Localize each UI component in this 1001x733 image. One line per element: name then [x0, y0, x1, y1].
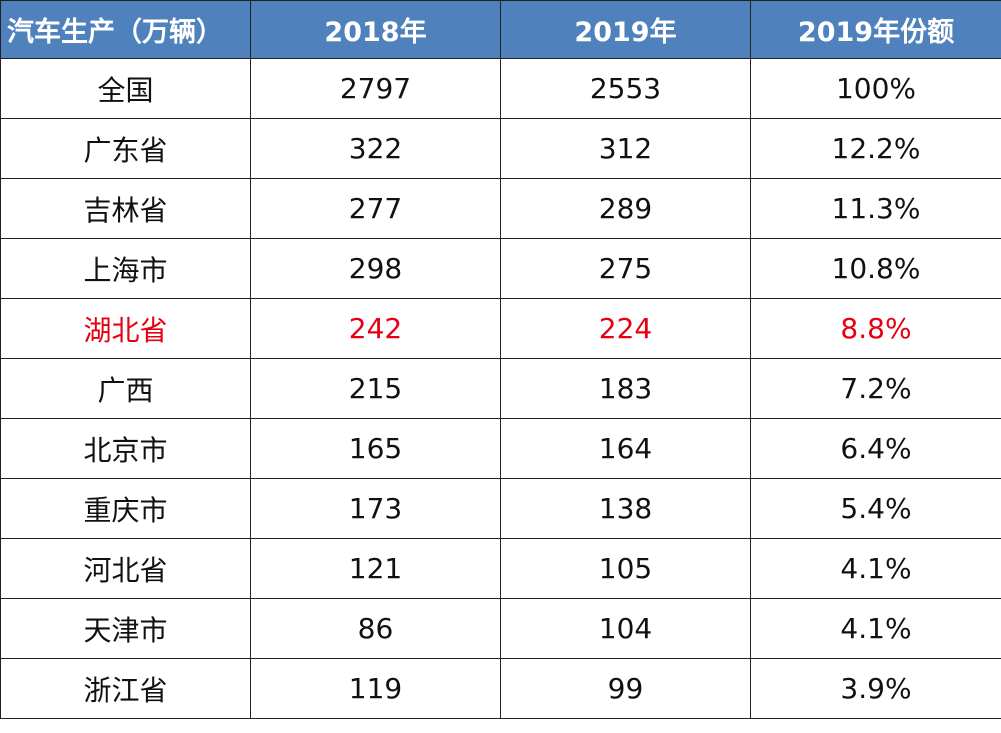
cell-2019: 183 — [500, 358, 751, 419]
cell-2018: 121 — [250, 538, 501, 599]
table-row: 天津市 86 104 4.1% — [0, 598, 1001, 659]
table-header: 汽车生产（万辆） 2018年 2019年 2019年份额 — [0, 0, 1001, 59]
cell-region: 吉林省 — [0, 178, 251, 239]
cell-share: 8.8% — [750, 298, 1001, 359]
cell-2019: 104 — [500, 598, 751, 659]
cell-share: 100% — [750, 58, 1001, 119]
cell-2019: 105 — [500, 538, 751, 599]
cell-share: 5.4% — [750, 478, 1001, 539]
table-row: 重庆市 173 138 5.4% — [0, 478, 1001, 539]
cell-share: 4.1% — [750, 538, 1001, 599]
cell-2019: 99 — [500, 658, 751, 719]
cell-2018: 86 — [250, 598, 501, 659]
cell-region: 湖北省 — [0, 298, 251, 359]
header-cell-region: 汽车生产（万辆） — [0, 0, 251, 59]
cell-region: 上海市 — [0, 238, 251, 299]
cell-2018: 277 — [250, 178, 501, 239]
table-row: 广西 215 183 7.2% — [0, 358, 1001, 419]
table-row: 广东省 322 312 12.2% — [0, 118, 1001, 179]
cell-share: 7.2% — [750, 358, 1001, 419]
cell-share: 11.3% — [750, 178, 1001, 239]
table-row: 浙江省 119 99 3.9% — [0, 658, 1001, 719]
cell-2019: 289 — [500, 178, 751, 239]
cell-2019: 138 — [500, 478, 751, 539]
cell-2019: 2553 — [500, 58, 751, 119]
cell-2018: 119 — [250, 658, 501, 719]
header-cell-2018: 2018年 — [250, 0, 501, 59]
table-row: 湖北省 242 224 8.8% — [0, 298, 1001, 359]
cell-region: 重庆市 — [0, 478, 251, 539]
header-cell-share: 2019年份额 — [750, 0, 1001, 59]
cell-share: 10.8% — [750, 238, 1001, 299]
cell-2018: 298 — [250, 238, 501, 299]
header-cell-2019: 2019年 — [500, 0, 751, 59]
cell-share: 12.2% — [750, 118, 1001, 179]
cell-region: 河北省 — [0, 538, 251, 599]
cell-2018: 165 — [250, 418, 501, 479]
cell-2018: 322 — [250, 118, 501, 179]
cell-region: 全国 — [0, 58, 251, 119]
cell-2018: 2797 — [250, 58, 501, 119]
cell-region: 广西 — [0, 358, 251, 419]
table-row: 全国 2797 2553 100% — [0, 58, 1001, 119]
cell-2018: 242 — [250, 298, 501, 359]
table-row: 河北省 121 105 4.1% — [0, 538, 1001, 599]
cell-2019: 312 — [500, 118, 751, 179]
cell-region: 天津市 — [0, 598, 251, 659]
header-row: 汽车生产（万辆） 2018年 2019年 2019年份额 — [0, 0, 1001, 59]
cell-region: 北京市 — [0, 418, 251, 479]
cell-2019: 164 — [500, 418, 751, 479]
cell-share: 4.1% — [750, 598, 1001, 659]
table-row: 上海市 298 275 10.8% — [0, 238, 1001, 299]
table-body: 全国 2797 2553 100% 广东省 322 312 12.2% 吉林省 277 289 11.… — [0, 58, 1001, 719]
cell-2019: 275 — [500, 238, 751, 299]
cell-2019: 224 — [500, 298, 751, 359]
cell-share: 6.4% — [750, 418, 1001, 479]
cell-share: 3.9% — [750, 658, 1001, 719]
table-row: 吉林省 277 289 11.3% — [0, 178, 1001, 239]
table-row: 北京市 165 164 6.4% — [0, 418, 1001, 479]
cell-region: 广东省 — [0, 118, 251, 179]
cell-2018: 173 — [250, 478, 501, 539]
cell-2018: 215 — [250, 358, 501, 419]
cell-region: 浙江省 — [0, 658, 251, 719]
